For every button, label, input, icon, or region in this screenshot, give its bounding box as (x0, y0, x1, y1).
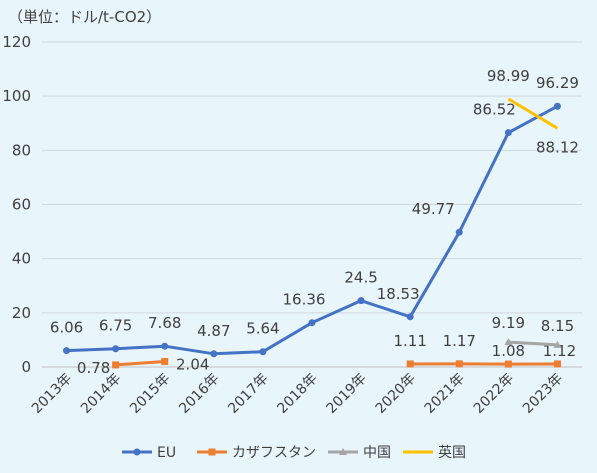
x-tick-label: 2014年 (78, 371, 124, 417)
series-line-カザフスタン (115, 359, 165, 367)
data-point (357, 297, 365, 305)
data-label: 1.08 (492, 342, 525, 360)
data-label: 6.06 (50, 319, 83, 337)
data-point (406, 313, 414, 321)
data-point (504, 129, 512, 137)
data-label: 86.52 (473, 101, 516, 119)
legend-marker (339, 448, 347, 455)
data-label: 8.15 (541, 317, 574, 335)
data-label: 9.19 (492, 314, 525, 332)
data-label: 5.64 (246, 320, 279, 338)
data-point (161, 357, 169, 365)
x-tick-label: 2022年 (471, 371, 517, 417)
series-line-中国 (508, 340, 558, 347)
data-label: 6.75 (99, 317, 132, 335)
legend-label: EU (157, 445, 176, 461)
y-tick-label: 80 (12, 141, 31, 159)
data-label: 7.68 (148, 314, 181, 332)
data-label: 1.11 (393, 332, 426, 350)
data-label: 1.17 (443, 332, 476, 350)
x-tick-label: 2013年 (29, 371, 75, 417)
data-label: 18.53 (377, 285, 420, 303)
data-label: 88.12 (536, 138, 579, 156)
legend-marker (208, 448, 216, 456)
legend-label: カザフスタン (232, 445, 316, 461)
data-point (308, 319, 316, 327)
x-tick-label: 2021年 (422, 371, 468, 417)
data-label: 1.12 (543, 342, 576, 360)
legend-label: 英国 (438, 444, 466, 461)
data-point (112, 361, 120, 369)
x-tick-label: 2015年 (127, 371, 173, 417)
data-point (455, 228, 463, 236)
data-label: 0.78 (77, 359, 110, 377)
x-tick-label: 2017年 (225, 371, 271, 417)
data-point (161, 342, 169, 350)
data-point (259, 348, 267, 356)
data-label: 4.87 (197, 322, 230, 340)
data-point (210, 350, 218, 358)
data-label: 96.29 (536, 74, 579, 92)
y-tick-label: 40 (12, 250, 31, 268)
y-tick-label: 0 (21, 358, 31, 376)
series-line-EU (66, 104, 559, 356)
data-point (455, 360, 463, 368)
data-point (553, 340, 562, 348)
x-tick-label: 2016年 (176, 371, 222, 417)
x-tick-label: 2018年 (274, 371, 320, 417)
data-point (504, 360, 512, 368)
data-point (63, 347, 71, 355)
y-tick-label: 120 (2, 33, 31, 51)
data-label: 24.5 (344, 269, 377, 287)
x-tick-label: 2019年 (324, 371, 370, 417)
unit-label: （単位：ドル/t-CO2） (8, 8, 162, 26)
legend-label: 中国 (363, 445, 391, 461)
data-label: 98.99 (487, 67, 530, 85)
data-label: 2.04 (176, 355, 209, 373)
data-point (406, 360, 414, 368)
data-label: 16.36 (283, 291, 326, 309)
series-line-英国 (507, 97, 559, 130)
data-point (553, 360, 561, 368)
data-label: 49.77 (412, 200, 455, 218)
x-tick-label: 2023年 (520, 371, 566, 417)
data-point (112, 345, 120, 353)
y-tick-label: 60 (12, 196, 31, 214)
y-tick-label: 100 (2, 87, 31, 105)
legend-marker (133, 448, 141, 456)
y-tick-label: 20 (12, 304, 31, 322)
data-point (553, 102, 561, 110)
data-point (504, 338, 513, 346)
x-tick-label: 2020年 (373, 371, 419, 417)
